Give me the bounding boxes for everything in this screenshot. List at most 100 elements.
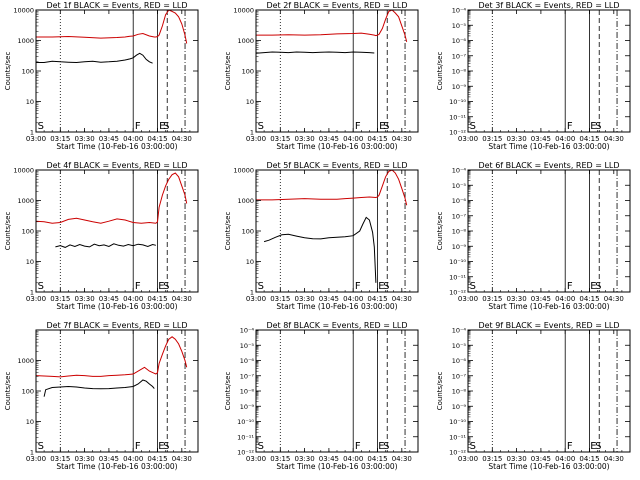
plot-area (36, 330, 188, 452)
panel-title: Det 2f BLACK = Events, RED = LLD (266, 1, 407, 10)
marker-label-s: S (595, 281, 601, 292)
y-tick-label: 100 (242, 228, 254, 236)
x-tick-label: 04:30 (604, 295, 624, 303)
x-tick-label: 04:00 (343, 135, 363, 143)
x-tick-label: 03:30 (507, 295, 527, 303)
marker-label-s: S (383, 121, 389, 132)
y-axis-label: Counts/sec (436, 212, 444, 251)
x-tick-label: 03:45 (319, 295, 339, 303)
series-lld-line (36, 336, 188, 378)
y-tick-label: 10⁻⁵ (452, 22, 467, 30)
panel-title: Det 1f BLACK = Events, RED = LLD (46, 1, 187, 10)
panel-title: Det 5f BLACK = Events, RED = LLD (266, 161, 407, 170)
x-tick-label: 04:00 (555, 455, 575, 463)
y-tick-label: 1000 (17, 37, 34, 45)
y-tick-label: 10⁻⁸ (240, 388, 255, 396)
plot-area (36, 170, 188, 292)
marker-label-f: F (355, 121, 361, 132)
x-axis-label: Start Time (10-Feb-16 03:00:00) (276, 302, 397, 311)
y-tick-label: 10⁻¹⁰ (449, 98, 466, 106)
y-tick-label: 10⁻⁵ (240, 342, 255, 350)
y-tick-label: 10⁻¹¹ (449, 433, 466, 441)
x-tick-label: 03:30 (75, 455, 95, 463)
x-axis-label: Start Time (10-Feb-16 03:00:00) (488, 142, 609, 151)
plot-area (36, 10, 188, 132)
y-axis-label: Counts/sec (224, 52, 232, 91)
series-lld-line (36, 10, 188, 44)
plot-area (491, 10, 618, 132)
x-axis-label: Start Time (10-Feb-16 03:00:00) (276, 142, 397, 151)
panel-title: Det 8f BLACK = Events, RED = LLD (266, 321, 407, 330)
panel-title: Det 6f BLACK = Events, RED = LLD (478, 161, 619, 170)
y-tick-label: 1000 (17, 357, 34, 365)
marker-label-s: S (470, 441, 476, 452)
y-tick-label: 10⁻⁷ (240, 372, 255, 380)
y-tick-label: 10⁻⁴ (452, 327, 467, 335)
y-tick-label: 10⁻⁶ (240, 357, 255, 365)
y-tick-label: 100 (22, 68, 34, 76)
panel-title: Det 4f BLACK = Events, RED = LLD (46, 161, 187, 170)
x-tick-label: 04:30 (172, 455, 192, 463)
marker-label-f: F (355, 441, 361, 452)
marker-label-f: F (567, 281, 573, 292)
plot-area (491, 330, 618, 452)
y-tick-label: 10⁻⁹ (452, 243, 467, 251)
marker-label-e: E (159, 121, 165, 132)
marker-label-s: S (470, 281, 476, 292)
x-tick-label: 03:30 (295, 295, 315, 303)
x-tick-label: 03:15 (50, 295, 70, 303)
y-tick-label: 10⁻⁶ (452, 37, 467, 45)
x-tick-label: 03:00 (26, 295, 46, 303)
y-tick-label: 10⁻⁴ (452, 167, 467, 175)
y-tick-label: 10 (26, 258, 34, 266)
x-tick-label: 04:15 (579, 455, 599, 463)
marker-label-e: E (378, 441, 384, 452)
x-tick-label: 03:00 (246, 135, 266, 143)
y-tick-label: 10⁻¹² (449, 289, 466, 297)
y-tick-label: 10000 (13, 167, 34, 175)
x-tick-label: 03:45 (99, 455, 119, 463)
y-tick-label: 1000 (237, 197, 254, 205)
x-axis-label: Start Time (10-Feb-16 03:00:00) (56, 302, 177, 311)
x-tick-label: 04:00 (123, 295, 143, 303)
x-tick-label: 04:00 (555, 135, 575, 143)
x-tick-label: 04:00 (123, 455, 143, 463)
series-events-line (256, 51, 375, 54)
y-tick-label: 10 (246, 258, 254, 266)
panel-title: Det 7f BLACK = Events, RED = LLD (46, 321, 187, 330)
x-tick-label: 03:15 (482, 135, 502, 143)
x-tick-label: 04:30 (392, 295, 412, 303)
x-tick-label: 03:00 (458, 135, 478, 143)
y-tick-label: 10⁻⁸ (452, 228, 467, 236)
y-tick-label: 10⁻⁹ (240, 403, 255, 411)
y-tick-label: 1000 (237, 37, 254, 45)
marker-label-s: S (258, 281, 264, 292)
series-lld-line (256, 10, 408, 43)
marker-label-e: E (590, 441, 596, 452)
x-tick-label: 04:30 (392, 455, 412, 463)
x-tick-label: 03:45 (99, 295, 119, 303)
x-tick-label: 03:00 (26, 455, 46, 463)
marker-label-s: S (470, 121, 476, 132)
x-tick-label: 03:45 (531, 455, 551, 463)
y-tick-label: 10⁻⁷ (452, 212, 467, 220)
y-tick-label: 100 (22, 388, 34, 396)
marker-label-s: S (595, 441, 601, 452)
y-axis-label: Counts/sec (4, 372, 12, 411)
marker-label-e: E (590, 121, 596, 132)
y-tick-label: 10⁻¹² (237, 449, 254, 457)
y-tick-label: 10⁻¹⁰ (449, 258, 466, 266)
x-axis-label: Start Time (10-Feb-16 03:00:00) (56, 142, 177, 151)
x-tick-label: 04:00 (555, 295, 575, 303)
x-tick-label: 04:00 (343, 295, 363, 303)
series-events-line (36, 52, 153, 64)
